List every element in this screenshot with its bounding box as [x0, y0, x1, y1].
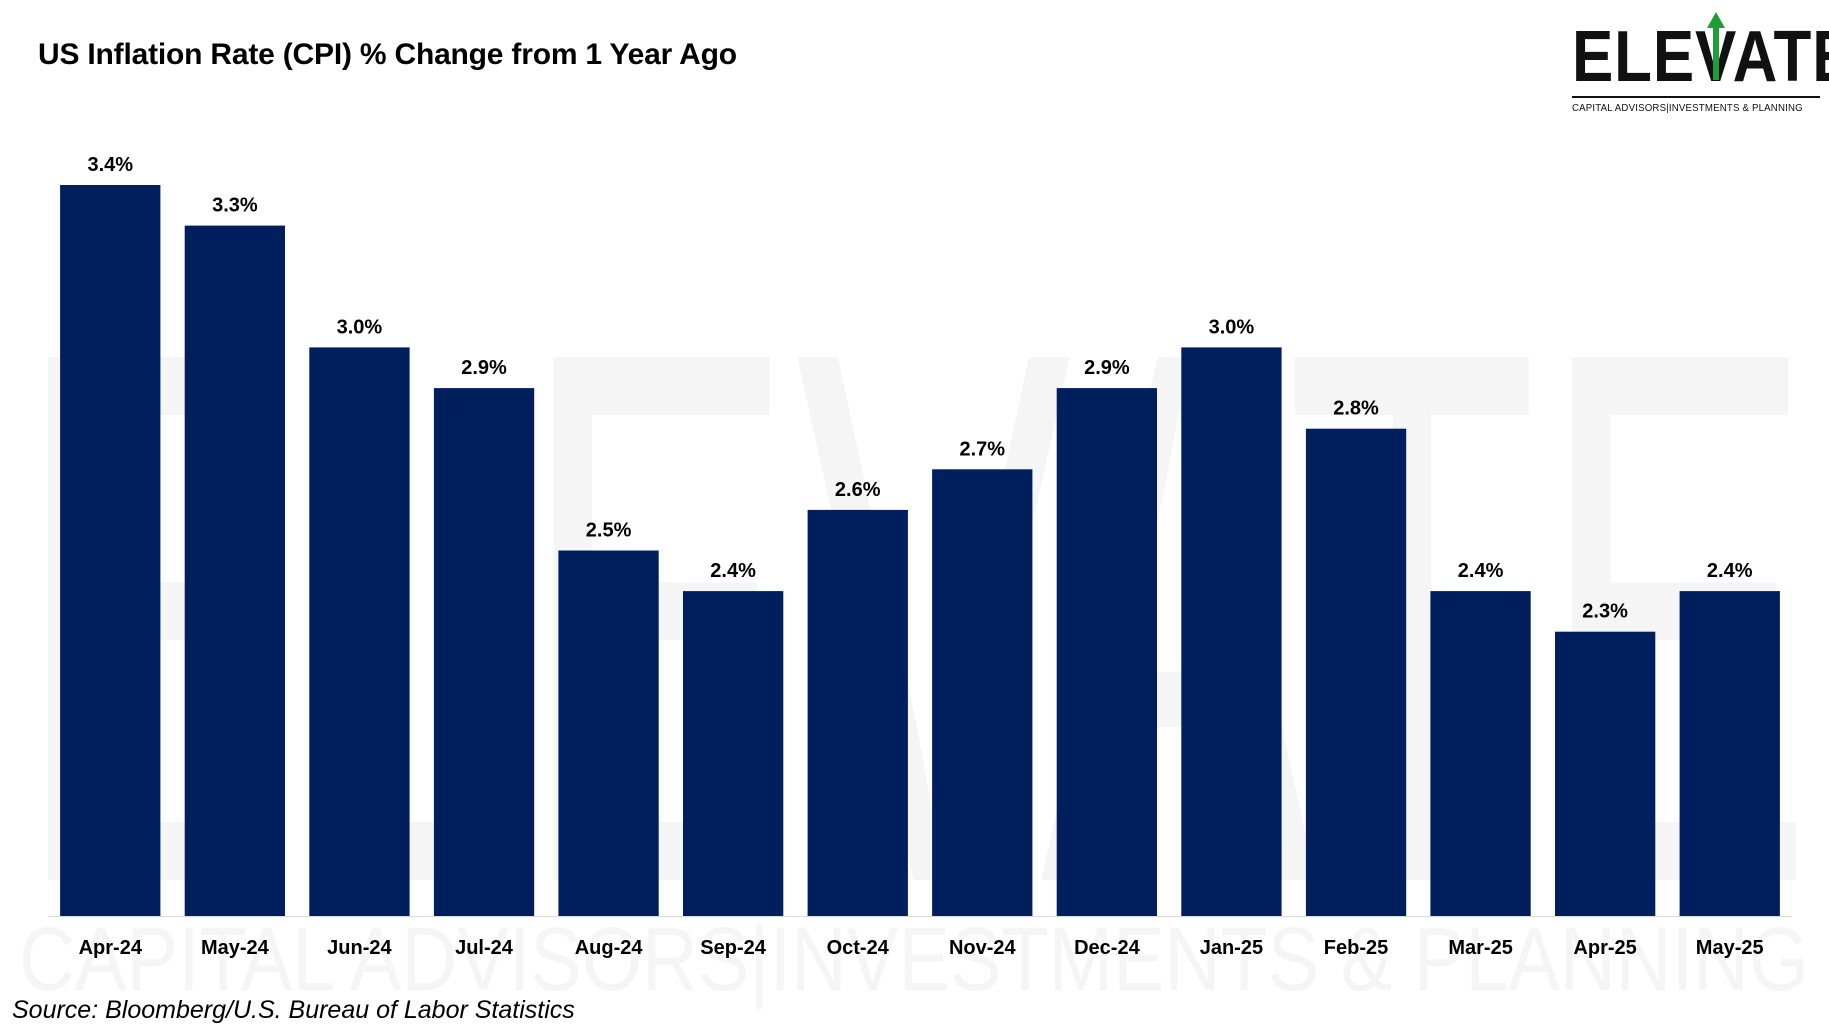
bar-jun-24	[309, 347, 410, 916]
data-label-jan-25: 3.0%	[1209, 316, 1255, 338]
x-tick-label-jun-24: Jun-24	[327, 937, 392, 959]
x-tick-label-mar-25: Mar-25	[1448, 937, 1512, 959]
x-tick-label-feb-25: Feb-25	[1324, 937, 1388, 959]
x-tick-label-may-25: May-25	[1696, 937, 1764, 959]
data-label-nov-24: 2.7%	[960, 438, 1006, 460]
elevate-logo: ELEVATE CAPITAL ADVISORS|INVESTMENTS & P…	[1572, 10, 1829, 116]
data-label-sep-24: 2.4%	[710, 560, 756, 582]
data-label-oct-24: 2.6%	[835, 479, 881, 501]
logo-tagline: CAPITAL ADVISORS|INVESTMENTS & PLANNING	[1572, 102, 1803, 114]
x-tick-label-jan-25: Jan-25	[1200, 937, 1263, 959]
data-label-jul-24: 2.9%	[461, 357, 507, 379]
bars-group	[60, 185, 1780, 917]
data-label-aug-24: 2.5%	[586, 520, 632, 542]
bar-aug-24	[558, 550, 659, 916]
x-tick-label-sep-24: Sep-24	[700, 937, 766, 959]
x-tick-label-nov-24: Nov-24	[949, 937, 1017, 959]
value-labels-group: 3.4% 3.3% 3.0% 2.9% 2.5% 2.4% 2.6% 2.7% 2.9% 3.0%…	[88, 154, 1753, 623]
bar-apr-24	[60, 185, 161, 916]
data-label-dec-24: 2.9%	[1084, 357, 1130, 379]
bar-jan-25	[1181, 347, 1282, 916]
x-tick-labels-group: Apr-24 May-24 Jun-24 Jul-24 Aug-24 Sep-24 Oct-…	[79, 937, 1764, 959]
bar-mar-25	[1430, 591, 1531, 916]
bar-may-24	[184, 225, 285, 917]
x-tick-label-dec-24: Dec-24	[1074, 937, 1140, 959]
x-tick-label-oct-24: Oct-24	[827, 937, 890, 959]
x-tick-label-apr-25: Apr-25	[1573, 937, 1636, 959]
x-tick-label-jul-24: Jul-24	[455, 937, 514, 959]
logo-divider	[1572, 96, 1820, 98]
x-tick-label-apr-24: Apr-24	[79, 937, 143, 959]
bar-oct-24	[807, 509, 908, 916]
data-label-feb-25: 2.8%	[1333, 398, 1379, 420]
bar-nov-24	[932, 469, 1033, 916]
bar-dec-24	[1056, 388, 1157, 917]
bar-sep-24	[683, 591, 784, 916]
logo-arrow-icon	[1707, 12, 1725, 80]
data-label-apr-24: 3.4%	[88, 154, 134, 176]
chart-title: US Inflation Rate (CPI) % Change from 1 …	[38, 38, 737, 71]
data-label-jun-24: 3.0%	[337, 316, 383, 338]
x-tick-label-may-24: May-24	[201, 937, 270, 959]
data-label-may-24: 3.3%	[212, 195, 258, 217]
x-tick-label-aug-24: Aug-24	[575, 937, 644, 959]
bar-may-25	[1679, 591, 1780, 916]
bar-apr-25	[1555, 631, 1656, 916]
source-note: Source: Bloomberg/U.S. Bureau of Labor S…	[12, 996, 575, 1024]
data-label-may-25: 2.4%	[1707, 560, 1753, 582]
data-label-apr-25: 2.3%	[1582, 601, 1628, 623]
bar-jul-24	[433, 388, 535, 917]
bar-feb-25	[1305, 428, 1407, 916]
data-label-mar-25: 2.4%	[1458, 560, 1504, 582]
